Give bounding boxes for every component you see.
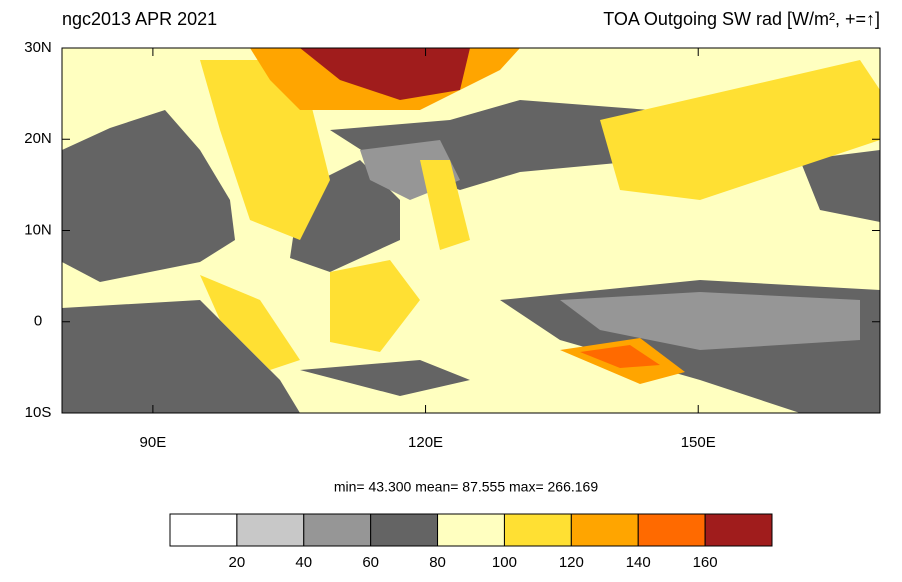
colorbar-label: 160	[693, 554, 718, 571]
y-tick-label: 20N	[24, 130, 52, 147]
colorbar-label: 120	[559, 554, 584, 571]
field-patch	[420, 160, 470, 250]
field-patch	[560, 292, 860, 350]
axes: 90E 120E 150E 30N 20N 10N 0 10S	[24, 39, 880, 451]
x-tick-label: 120E	[408, 434, 443, 451]
field-patch	[580, 345, 660, 368]
colorbar-label: 40	[295, 554, 312, 571]
y-tick-label: 10S	[25, 404, 52, 421]
colorbar-box	[370, 513, 439, 547]
colorbar-box	[169, 513, 238, 547]
colorbar-box	[503, 513, 572, 547]
field-patch	[200, 275, 300, 370]
colorbar-box	[637, 513, 706, 547]
colorbar-label: 20	[229, 554, 246, 571]
y-tick-label: 0	[34, 313, 42, 330]
colorbar-box	[437, 513, 505, 547]
field-patch	[300, 360, 470, 396]
title-right: TOA Outgoing SW rad [W/m², +=↑]	[603, 9, 880, 29]
colorbar-label: 140	[626, 554, 651, 571]
y-tick-label: 10N	[24, 221, 52, 238]
x-tick-label: 150E	[681, 434, 716, 451]
field-patch	[600, 60, 880, 200]
title-left: ngc2013 APR 2021	[62, 9, 217, 29]
colorbar: 20 40 60 80 100 120 140 160	[169, 513, 773, 571]
field-patch	[300, 48, 470, 100]
y-tick-label: 30N	[24, 39, 52, 56]
x-tick-label: 90E	[140, 434, 167, 451]
colorbar-box	[236, 513, 305, 547]
colorbar-label: 60	[362, 554, 379, 571]
field-patch	[800, 150, 880, 222]
colorbar-box	[704, 513, 773, 547]
stats: min= 43.300 mean= 87.555 max= 266.169	[334, 479, 598, 495]
field-patch	[62, 300, 300, 413]
colorbar-box	[303, 513, 372, 547]
colorbar-label: 80	[429, 554, 446, 571]
colorbar-box	[570, 513, 639, 547]
colorbar-label: 100	[492, 554, 517, 571]
field-patch	[62, 110, 235, 282]
field-patch	[330, 260, 420, 352]
map-field	[62, 48, 880, 413]
